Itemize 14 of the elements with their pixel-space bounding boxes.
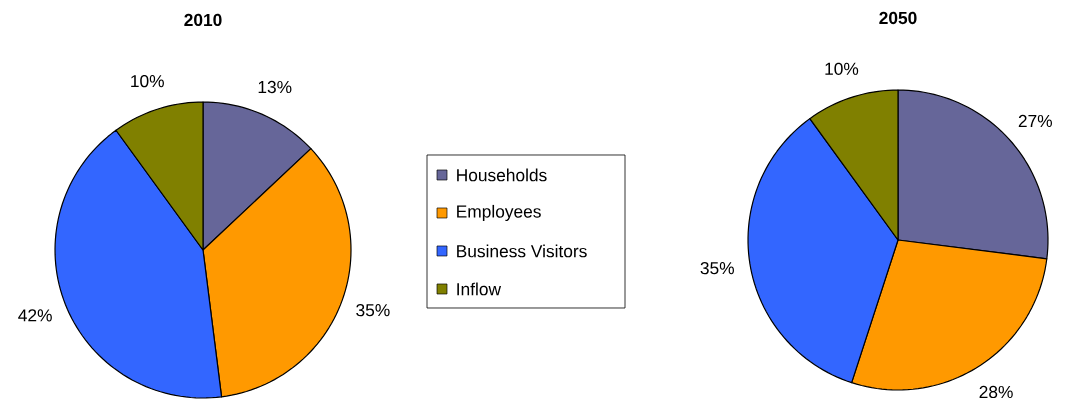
legend-label: Employees [457, 205, 541, 222]
data-label: 35% [356, 304, 390, 317]
chart-title: 2010 [184, 14, 222, 27]
data-label: 10% [825, 62, 859, 76]
data-label: 13% [258, 81, 292, 94]
chart-title: 2050 [879, 12, 917, 25]
legend-label: Inflow [457, 282, 502, 296]
data-label: 42% [18, 309, 52, 322]
data-label: 10% [131, 75, 164, 88]
data-label: 35% [700, 262, 734, 275]
data-label: 27% [1018, 115, 1052, 128]
legend-label: Households [457, 168, 547, 182]
legend-label: Business Visitors [457, 244, 587, 258]
data-label: 28% [979, 386, 1013, 399]
